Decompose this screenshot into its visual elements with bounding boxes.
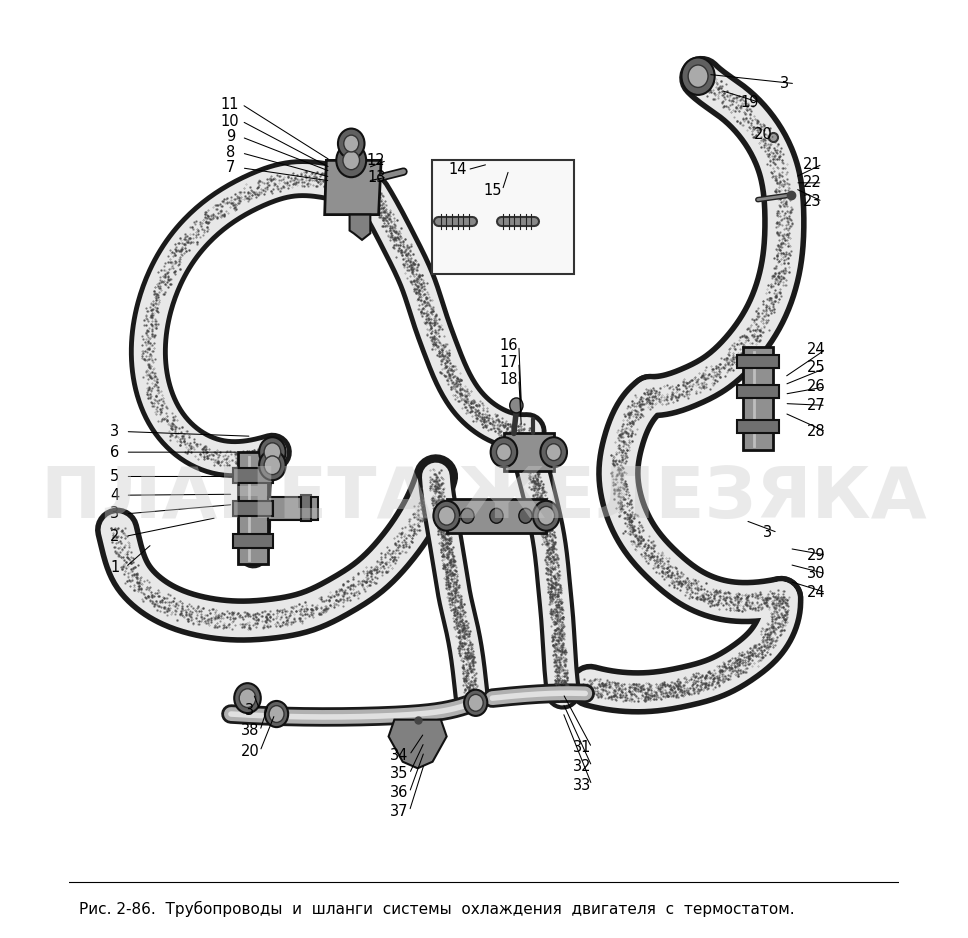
Circle shape bbox=[269, 705, 284, 722]
Circle shape bbox=[264, 456, 281, 475]
Circle shape bbox=[343, 151, 359, 170]
Circle shape bbox=[688, 65, 708, 87]
Polygon shape bbox=[388, 719, 446, 768]
Text: 33: 33 bbox=[573, 778, 591, 793]
Bar bbox=[737, 385, 778, 398]
Bar bbox=[737, 420, 778, 433]
Text: 3: 3 bbox=[246, 703, 255, 718]
Text: 28: 28 bbox=[806, 424, 826, 439]
Circle shape bbox=[519, 508, 532, 523]
Circle shape bbox=[234, 683, 260, 713]
Text: 37: 37 bbox=[390, 804, 408, 819]
Text: 30: 30 bbox=[806, 567, 825, 582]
Polygon shape bbox=[324, 160, 381, 215]
Bar bbox=[268, 497, 318, 520]
Bar bbox=[233, 501, 273, 516]
Text: 15: 15 bbox=[483, 183, 501, 198]
Circle shape bbox=[259, 437, 286, 467]
Text: 3: 3 bbox=[763, 525, 772, 540]
FancyBboxPatch shape bbox=[432, 160, 574, 274]
Text: 14: 14 bbox=[448, 162, 467, 177]
Circle shape bbox=[490, 508, 503, 523]
Text: 25: 25 bbox=[806, 360, 826, 375]
Text: 16: 16 bbox=[499, 338, 518, 353]
Circle shape bbox=[239, 688, 256, 707]
Text: 23: 23 bbox=[802, 194, 821, 209]
Text: 27: 27 bbox=[806, 398, 826, 413]
Circle shape bbox=[540, 437, 567, 467]
Text: 26: 26 bbox=[806, 379, 826, 394]
Circle shape bbox=[464, 689, 487, 716]
Text: 20: 20 bbox=[753, 127, 772, 142]
Text: 4: 4 bbox=[110, 488, 119, 503]
Bar bbox=[238, 452, 268, 565]
Bar bbox=[233, 534, 273, 549]
Text: 36: 36 bbox=[390, 785, 408, 800]
Text: 29: 29 bbox=[806, 548, 826, 563]
Bar bbox=[233, 468, 273, 483]
Text: Рис. 2-86.  Трубопроводы  и  шланги  системы  охлаждения  двигателя  с  термоста: Рис. 2-86. Трубопроводы и шланги системы… bbox=[79, 900, 795, 916]
Bar bbox=[301, 495, 312, 522]
Bar bbox=[742, 347, 772, 450]
Text: 21: 21 bbox=[802, 157, 821, 172]
Text: 5: 5 bbox=[110, 469, 119, 484]
Text: 32: 32 bbox=[573, 759, 591, 774]
Text: 6: 6 bbox=[110, 445, 119, 460]
Circle shape bbox=[259, 450, 286, 480]
Text: 1: 1 bbox=[110, 560, 119, 575]
Polygon shape bbox=[349, 215, 371, 240]
Text: ПЛАНЕТА ЖЕЛЕЗЯКА: ПЛАНЕТА ЖЕЛЕЗЯКА bbox=[42, 464, 926, 534]
Text: 24: 24 bbox=[806, 341, 826, 356]
Circle shape bbox=[439, 507, 455, 525]
Text: 19: 19 bbox=[741, 95, 759, 110]
Text: 3: 3 bbox=[780, 76, 789, 91]
Text: 13: 13 bbox=[367, 170, 385, 185]
Circle shape bbox=[469, 694, 483, 711]
Text: 22: 22 bbox=[802, 175, 821, 190]
Text: 7: 7 bbox=[227, 160, 235, 175]
Circle shape bbox=[264, 443, 281, 461]
Circle shape bbox=[434, 501, 460, 531]
Text: 9: 9 bbox=[227, 129, 235, 144]
Circle shape bbox=[461, 508, 474, 523]
Circle shape bbox=[265, 701, 288, 727]
Text: 2: 2 bbox=[110, 529, 119, 544]
Text: 20: 20 bbox=[241, 744, 259, 759]
Circle shape bbox=[491, 437, 517, 467]
Text: 31: 31 bbox=[573, 740, 591, 755]
Text: 24: 24 bbox=[806, 585, 826, 600]
Circle shape bbox=[681, 57, 714, 95]
Text: 11: 11 bbox=[220, 97, 238, 112]
Text: 3: 3 bbox=[110, 424, 119, 439]
Circle shape bbox=[510, 398, 523, 413]
Text: 38: 38 bbox=[241, 723, 259, 738]
Circle shape bbox=[336, 144, 366, 177]
Text: 12: 12 bbox=[367, 153, 385, 168]
Circle shape bbox=[338, 129, 365, 159]
Bar bbox=[446, 499, 546, 533]
Circle shape bbox=[497, 444, 511, 461]
Text: 3: 3 bbox=[110, 507, 119, 522]
Circle shape bbox=[533, 501, 560, 531]
Circle shape bbox=[344, 135, 359, 152]
Bar bbox=[737, 355, 778, 368]
Text: 18: 18 bbox=[499, 371, 518, 386]
Text: 17: 17 bbox=[499, 355, 518, 370]
Circle shape bbox=[546, 444, 561, 461]
Text: 8: 8 bbox=[227, 145, 235, 160]
Bar bbox=[504, 433, 554, 471]
Text: 10: 10 bbox=[220, 113, 238, 129]
Text: 35: 35 bbox=[390, 766, 408, 781]
Text: 34: 34 bbox=[390, 748, 408, 763]
Circle shape bbox=[538, 507, 555, 525]
